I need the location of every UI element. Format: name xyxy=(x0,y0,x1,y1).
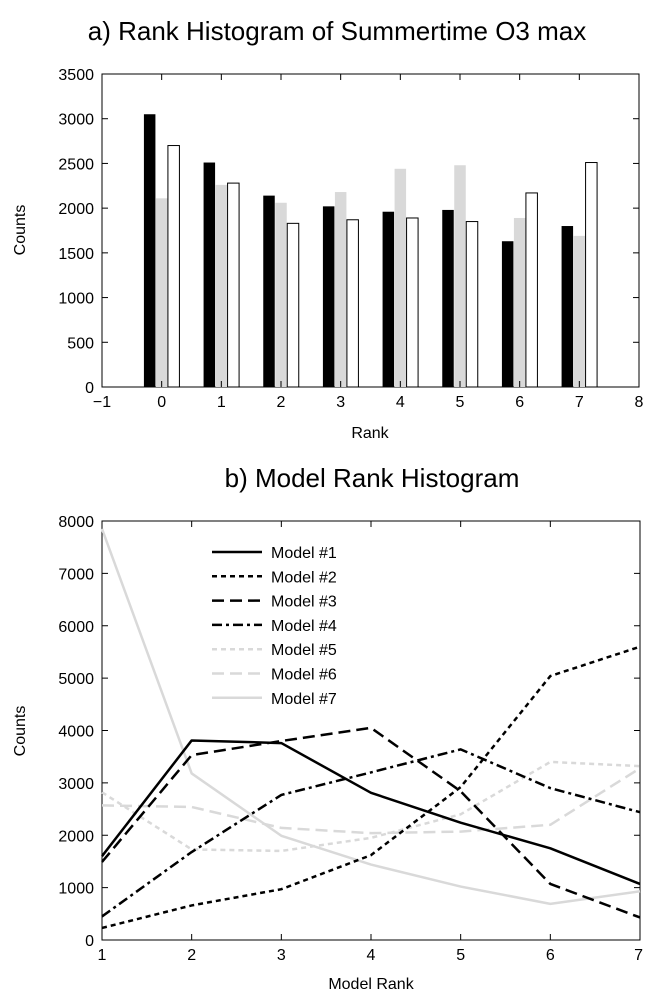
y-tick-label: 3000 xyxy=(58,776,94,793)
bar-series-2-rank-4 xyxy=(394,168,407,387)
line-model-2 xyxy=(101,645,641,930)
x-tick-label: −1 xyxy=(93,394,111,411)
bar-series-1-rank-5 xyxy=(442,209,454,387)
chart-a-y-ticks: 0 500 1000 1500 2000 2500 3000 3500 xyxy=(58,67,639,397)
bar-series-3-rank-6 xyxy=(525,192,538,388)
bar-series-1-rank-2 xyxy=(263,195,275,387)
x-tick-label: 4 xyxy=(367,947,376,964)
bar-series-3-rank-7 xyxy=(585,162,598,388)
legend-label: Model #4 xyxy=(271,618,337,635)
x-tick-label: 6 xyxy=(515,394,524,411)
x-tick-label: 1 xyxy=(98,947,107,964)
bar-series-2-rank-0 xyxy=(155,198,168,387)
bar-series-3-rank-4 xyxy=(406,217,419,388)
bar-series-2-rank-7 xyxy=(573,235,586,387)
x-tick-label: 3 xyxy=(336,394,345,411)
chart-b-frame xyxy=(101,520,641,941)
y-tick-label: 500 xyxy=(67,335,94,352)
bar-series-3-rank-3 xyxy=(346,219,359,388)
x-tick-label: 8 xyxy=(635,394,644,411)
bar-series-3-rank-2 xyxy=(286,222,300,388)
bar-series-2-rank-3 xyxy=(334,192,347,387)
chart-a-frame xyxy=(101,73,640,388)
x-tick-label: 3 xyxy=(277,947,286,964)
bar-series-3-rank-5 xyxy=(465,221,479,388)
x-tick-label: 7 xyxy=(575,394,584,411)
line-model-4 xyxy=(101,748,641,918)
bar-series-1-rank-0 xyxy=(143,114,156,388)
x-tick-label: 5 xyxy=(456,394,465,411)
y-tick-label: 2000 xyxy=(58,828,94,845)
chart-a-title: a) Rank Histogram of Summertime O3 max xyxy=(88,16,586,46)
chart-b-legend: Model #1 Model #2 Model #3 Model #4 Model #5… xyxy=(212,545,337,708)
bar-series-2-rank-1 xyxy=(215,184,228,387)
bar-series-1-rank-3 xyxy=(322,206,335,387)
chart-b-lines xyxy=(100,528,641,930)
y-tick-label: 3500 xyxy=(58,67,94,84)
model-rank-histogram-panel: b) Model Rank Histogram 1 2 3 4 5 6 7 0 1000 200… xyxy=(12,463,643,993)
legend-label: Model #5 xyxy=(271,642,337,659)
y-tick-label: 7000 xyxy=(58,566,94,583)
x-tick-label: 7 xyxy=(634,947,643,964)
line-model-6 xyxy=(101,767,641,835)
line-model-3 xyxy=(101,726,641,919)
y-tick-label: 6000 xyxy=(58,619,94,636)
legend-label: Model #7 xyxy=(271,691,337,708)
x-tick-label: 0 xyxy=(157,394,166,411)
chart-a-x-label: Rank xyxy=(351,425,389,442)
y-tick-label: 0 xyxy=(85,380,94,397)
x-tick-label: 1 xyxy=(217,394,226,411)
bar-series-2-rank-2 xyxy=(275,202,287,387)
x-tick-label: 2 xyxy=(277,394,286,411)
x-tick-label: 4 xyxy=(396,394,405,411)
chart-a-y-label: Counts xyxy=(12,205,29,256)
chart-b-x-ticks: 1 2 3 4 5 6 7 xyxy=(98,521,643,964)
bar-series-3-rank-1 xyxy=(227,182,240,388)
chart-b-x-label: Model Rank xyxy=(328,976,414,993)
legend-label: Model #1 xyxy=(271,545,337,562)
y-tick-label: 3000 xyxy=(58,112,94,129)
y-tick-label: 2000 xyxy=(58,201,94,218)
y-tick-label: 1000 xyxy=(58,881,94,898)
x-tick-label: 5 xyxy=(456,947,465,964)
chart-a-x-ticks: −1 0 1 2 3 4 5 6 7 8 xyxy=(93,74,644,411)
bar-series-2-rank-6 xyxy=(513,217,526,387)
bar-series-1-rank-1 xyxy=(203,162,216,387)
chart-b-y-label: Counts xyxy=(12,706,29,757)
legend-label: Model #2 xyxy=(271,569,337,586)
chart-b-title: b) Model Rank Histogram xyxy=(225,463,520,493)
y-tick-label: 2500 xyxy=(58,156,94,173)
bar-series-1-rank-7 xyxy=(561,226,574,387)
rank-histogram-panel: a) Rank Histogram of Summertime O3 max −… xyxy=(12,16,644,442)
y-tick-label: 4000 xyxy=(58,724,94,741)
y-tick-label: 8000 xyxy=(58,514,94,531)
y-tick-label: 1000 xyxy=(58,291,94,308)
chart-a-bars xyxy=(143,114,598,388)
bar-series-2-rank-5 xyxy=(454,165,466,387)
x-tick-label: 2 xyxy=(187,947,196,964)
line-model-1 xyxy=(101,739,641,886)
chart-b-y-ticks: 0 1000 2000 3000 4000 5000 6000 7000 8000 xyxy=(58,514,640,950)
line-model-7 xyxy=(100,528,641,906)
bar-series-1-rank-4 xyxy=(382,211,395,387)
x-tick-label: 6 xyxy=(546,947,555,964)
legend-label: Model #3 xyxy=(271,594,337,611)
y-tick-label: 1500 xyxy=(58,246,94,263)
y-tick-label: 0 xyxy=(85,933,94,950)
bar-series-1-rank-6 xyxy=(501,241,514,387)
bar-series-3-rank-0 xyxy=(167,145,180,388)
y-tick-label: 5000 xyxy=(58,671,94,688)
legend-label: Model #6 xyxy=(271,667,337,684)
